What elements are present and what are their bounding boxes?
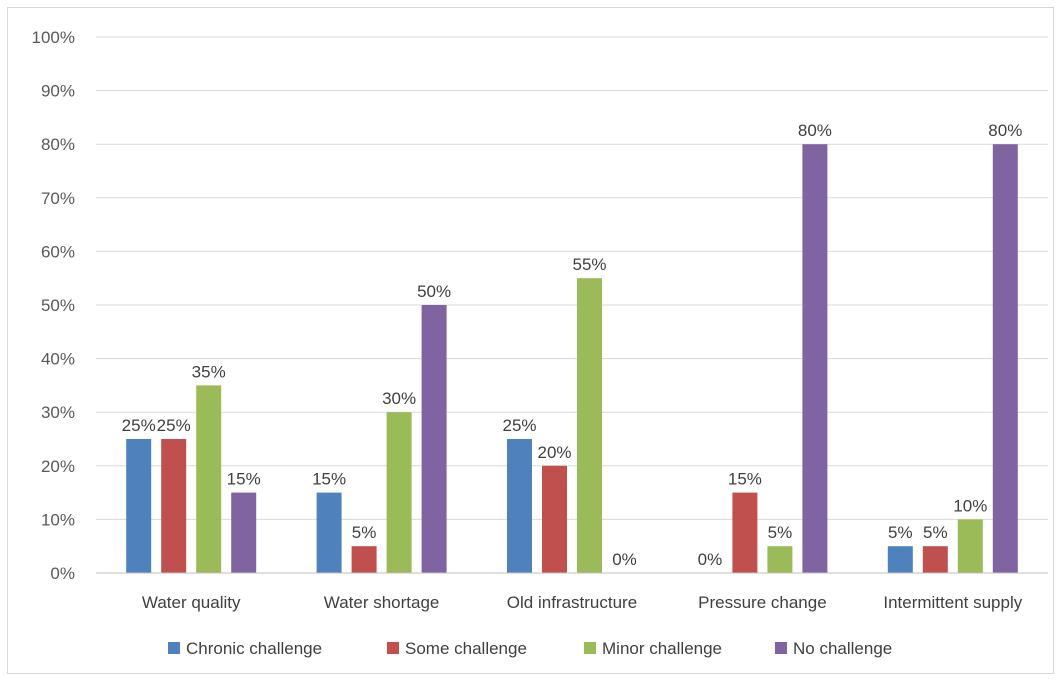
x-category-label: Old infrastructure [507,593,637,612]
legend-swatch [775,642,787,654]
bar [386,412,412,573]
legend-label: Minor challenge [602,639,722,658]
data-label: 30% [382,389,416,408]
legend-swatch [584,642,596,654]
y-axis-ticks: 0% 10% 20% 30% 40% 50% 60% 70% 80% 90% 100% [32,28,75,583]
x-category-label: Water shortage [324,593,440,612]
legend-swatch [387,642,399,654]
bar [196,385,222,573]
bar [922,546,948,573]
x-category-label: Pressure change [698,593,827,612]
y-tick-label: 70% [41,189,75,208]
legend-label: Chronic challenge [186,639,322,658]
legend: Chronic challenge Some challenge Minor cha… [168,639,892,658]
data-label: 5% [768,523,793,542]
y-tick-label: 10% [41,510,75,529]
data-label: 5% [888,523,913,542]
bar [126,439,152,573]
data-label: 35% [192,362,226,381]
chart-frame: 0% 10% 20% 30% 40% 50% 60% 70% 80% 90% 100% 25% 25%… [7,7,1054,674]
bar-chart: 0%10%20%30%40%50%60%70%80%90%100% 25% 25%… [32,28,1048,658]
bar [577,278,602,573]
data-label: 0% [612,550,637,569]
data-label: 0% [698,550,723,569]
x-axis-categories: Water quality Water shortage Old infrastru… [142,593,1023,612]
x-category-label: Intermittent supply [883,593,1022,612]
y-tick-label: 90% [41,82,75,101]
legend-swatch [168,642,180,654]
bar [231,492,257,573]
y-tick-label: 50% [41,296,75,315]
data-label: 15% [312,470,346,489]
data-label: 50% [417,282,451,301]
data-labels: 25% 25%35%15% 15%5%30%50%25%20%55%0% 0%15%5… [122,121,1023,569]
y-tick-label: 30% [41,403,75,422]
bar [887,546,913,573]
data-label: 80% [988,121,1022,140]
bar [992,144,1018,573]
y-tick-label: 80% [41,135,75,154]
data-label: 20% [537,443,571,462]
bar [351,546,377,573]
y-tick-label: 40% [41,350,75,369]
legend-label: No challenge [793,639,892,658]
bar [316,492,342,573]
bar [161,439,187,573]
data-label: 15% [227,470,261,489]
data-label: 25% [502,416,536,435]
data-label: 25% [157,416,191,435]
data-label: 55% [572,255,606,274]
bar [732,492,758,573]
data-label: 80% [798,121,832,140]
y-tick-label: 0% [50,564,75,583]
bar [767,546,793,573]
bar [507,439,532,573]
bar [421,305,447,573]
data-label: 10% [953,496,987,515]
x-category-label: Water quality [142,593,241,612]
bar [957,519,983,573]
y-tick-label: 100% [32,28,75,47]
bars [126,144,1018,573]
data-label: 15% [728,470,762,489]
data-label: 5% [352,523,377,542]
bar [542,465,567,573]
data-label: 25% [122,416,156,435]
y-tick-label: 20% [41,457,75,476]
legend-label: Some challenge [405,639,527,658]
y-tick-label: 60% [41,242,75,261]
data-label: 5% [923,523,948,542]
gridlines [96,36,1048,520]
bar [802,144,828,573]
